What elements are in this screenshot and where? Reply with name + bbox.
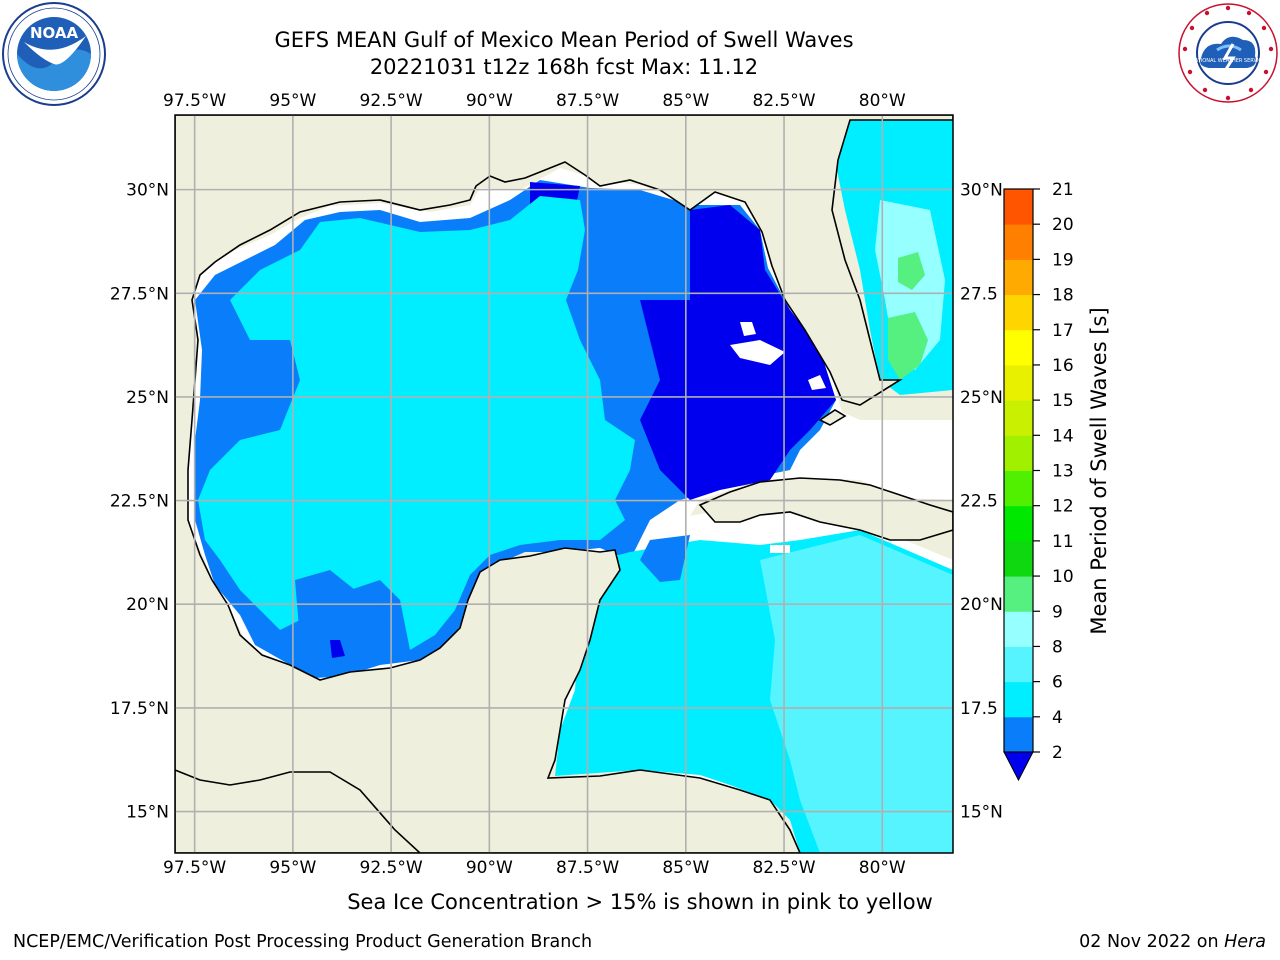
map-title: GEFS MEAN Gulf of Mexico Mean Period of … [274, 28, 854, 52]
noaa-logo: NOAA [2, 2, 106, 106]
colorbar-tick-label: 14 [1052, 426, 1074, 446]
nws-logo-text: NATIONAL WEATHER SERVICE [1191, 58, 1265, 64]
lat-tick-label-left: 27.5°N [110, 284, 169, 304]
footer-date: 02 Nov 2022 on Hera [1079, 932, 1266, 952]
land-florida-keys [818, 409, 847, 426]
colorbar-segment [1004, 189, 1033, 225]
colorbar-tick-label: 17 [1052, 321, 1074, 341]
colorbar-segment [1004, 611, 1033, 647]
lat-tick-label-left: 25°N [126, 388, 169, 408]
swell-period-field [175, 115, 953, 853]
lon-tick-label-top: 80°W [859, 91, 906, 111]
colorbar-frame [1003, 188, 1034, 753]
lat-tick-label-right: 17.5 [960, 699, 998, 719]
lon-tick-label-top: 95°W [269, 91, 316, 111]
colorbar-segment [1004, 470, 1033, 507]
lon-tick-label-top: 90°W [466, 91, 513, 111]
lat-tick-label-left: 20°N [126, 595, 169, 615]
lon-tick-label-bottom: 92.5°W [360, 858, 423, 878]
colorbar-tick-label: 9 [1052, 602, 1063, 622]
map-tick-labels: 97.5°W 97.5°W 95°W 95°W 92.5°W 92.5°W 90°W 90°W… [110, 91, 1003, 878]
map-gridlines [175, 115, 953, 853]
lon-tick-label-bottom: 80°W [859, 858, 906, 878]
colorbar-segment [1004, 505, 1033, 542]
sea-ice-note-text: Sea Ice Concentration > 15% is shown in … [347, 890, 933, 914]
lon-tick-label-top: 97.5°W [163, 91, 226, 111]
lat-tick-label-right: 22.5 [960, 492, 998, 512]
colorbar-segment [1004, 435, 1033, 471]
colorbar-segment [1004, 681, 1033, 718]
caribbean-6-8s-region [760, 535, 953, 853]
no-data-spots [730, 322, 826, 553]
colorbar-segment [1004, 294, 1033, 331]
period-2-4s-patch-2 [640, 535, 690, 582]
lon-tick-label-bottom: 85°W [662, 858, 709, 878]
noaa-logo-text: NOAA [30, 24, 79, 42]
lat-tick-label-left: 17.5°N [110, 699, 169, 719]
lat-tick-label-left: 30°N [126, 181, 169, 201]
land-cuba [698, 477, 953, 541]
colorbar-segment [1004, 400, 1033, 436]
map-area [175, 115, 953, 853]
lat-tick-label-right: 20°N [960, 595, 1003, 615]
colorbar-tick-label: 20 [1052, 215, 1074, 235]
colorbar-segment [1004, 576, 1033, 612]
lon-tick-label-bottom: 82.5°W [752, 858, 815, 878]
lat-tick-label-right: 25°N [960, 388, 1003, 408]
colorbar-tick-label: 6 [1052, 673, 1063, 693]
colorbar-tick-label: 10 [1052, 567, 1074, 587]
lat-tick-label-left: 15°N [126, 803, 169, 823]
colorbar-segment [1004, 364, 1033, 401]
atlantic-9-10s-region [888, 312, 928, 380]
footer-date-text: 02 Nov 2022 on [1079, 932, 1225, 952]
colorbar-segment [1004, 259, 1033, 296]
land-mexico-usa [175, 115, 953, 853]
map-subtitle: 20221031 t12z 168h fcst Max: 11.12 [369, 55, 759, 79]
colorbar-tick-label: 21 [1052, 180, 1074, 200]
colorbar-segment [1004, 224, 1033, 260]
colorbar-segment [1004, 716, 1033, 753]
colorbar-tick-label: 13 [1052, 462, 1074, 482]
colorbar-tick-label: 18 [1052, 286, 1074, 306]
coastline [175, 115, 953, 853]
colorbar-tick-label: 19 [1052, 250, 1074, 270]
lon-tick-label-top: 92.5°W [360, 91, 423, 111]
lat-tick-label-right: 27.5 [960, 284, 998, 304]
colorbar-tick-label: 12 [1052, 497, 1074, 517]
colorbar-segment [1004, 329, 1033, 366]
map-frame [174, 114, 954, 854]
colorbar-under-arrow [1003, 751, 1034, 782]
colorbar-segment [1004, 646, 1033, 683]
lon-tick-label-bottom: 90°W [466, 858, 513, 878]
lon-tick-label-top: 85°W [662, 91, 709, 111]
lon-tick-label-bottom: 97.5°W [163, 858, 226, 878]
period-4-6s-region [198, 196, 635, 650]
colorbar-tick-label: 2 [1052, 743, 1063, 763]
colorbar-segment [1004, 540, 1033, 577]
colorbar-tick-label: 15 [1052, 391, 1074, 411]
colorbar-tick-label: 16 [1052, 356, 1074, 376]
lon-tick-label-bottom: 95°W [269, 858, 316, 878]
lon-tick-label-top: 87.5°W [556, 91, 619, 111]
lat-tick-label-right: 30°N [960, 181, 1003, 201]
colorbar-tick-label: 4 [1052, 708, 1063, 728]
colorbar-tick-label: 8 [1052, 637, 1063, 657]
lon-tick-label-top: 82.5°W [752, 91, 815, 111]
colorbar-tick-label: 11 [1052, 532, 1074, 552]
footer-credit: NCEP/EMC/Verification Post Processing Pr… [13, 932, 593, 952]
colorbar: 2 4 6 8 9 10 11 12 13 14 15 16 17 18 19 20 21 [1003, 180, 1074, 782]
lat-tick-label-left: 22.5°N [110, 492, 169, 512]
lat-tick-label-right: 15°N [960, 803, 1003, 823]
colorbar-label: Mean Period of Swell Waves [s] [1087, 307, 1111, 634]
atlantic-9-10s-region-north [898, 252, 925, 290]
sea-ice-note: Sea Ice Concentration > 15% is shown in … [0, 890, 1280, 914]
nws-logo: NATIONAL WEATHER SERVICE [1178, 3, 1278, 103]
period-2-4s-patch [295, 570, 390, 662]
lon-tick-label-bottom: 87.5°W [556, 858, 619, 878]
period-below-2s-patch [330, 640, 345, 658]
footer-machine: Hera [1224, 932, 1266, 952]
